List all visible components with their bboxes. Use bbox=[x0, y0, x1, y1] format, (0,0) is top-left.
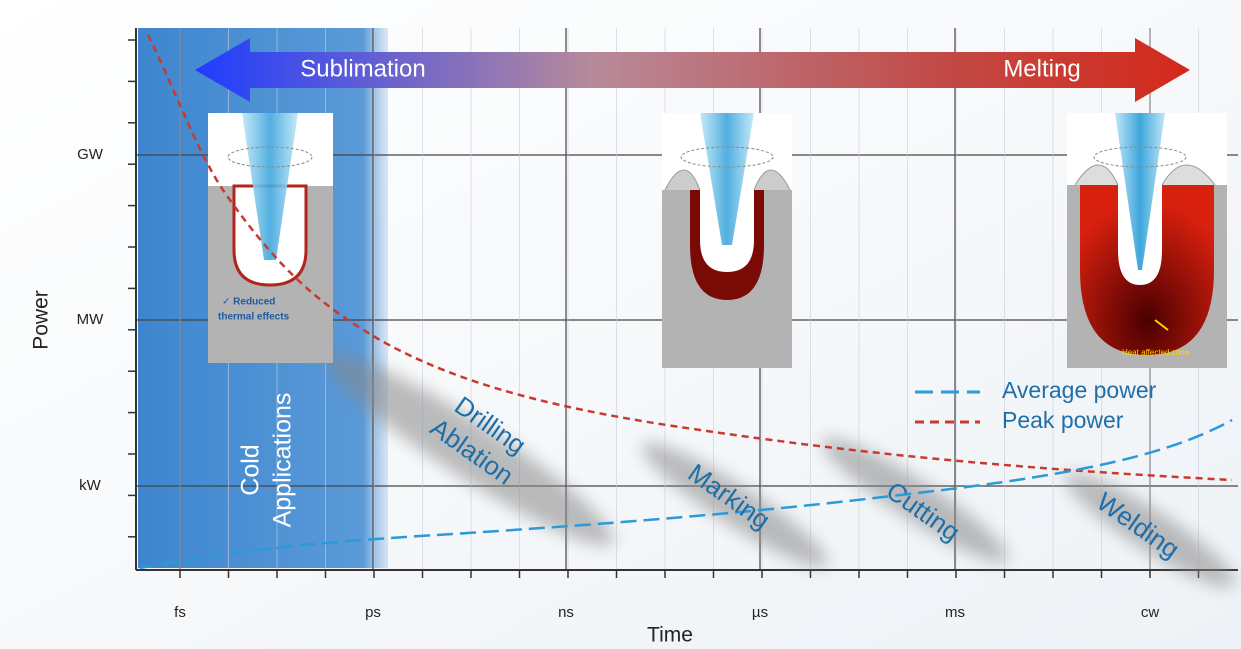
x-tick-label: µs bbox=[752, 604, 768, 621]
y-tick-label: kW bbox=[79, 477, 102, 494]
y-tick-label: GW bbox=[77, 146, 104, 163]
page: Sublimation Melting ✓ Reduced thermal ef… bbox=[0, 0, 1241, 649]
legend-label: Average power bbox=[1002, 377, 1157, 403]
inset-note: thermal effects bbox=[218, 312, 290, 323]
y-axis-label: Power bbox=[30, 290, 53, 350]
band-label-line: Applications bbox=[269, 393, 297, 528]
band-label-line: Cold bbox=[237, 444, 265, 495]
inset-femto: ✓ Reduced thermal effects bbox=[208, 113, 333, 363]
x-tick-label: ms bbox=[945, 604, 965, 621]
x-tick-label: ns bbox=[558, 604, 574, 621]
arrow-right-label: Melting bbox=[1003, 55, 1080, 82]
y-tick-label: MW bbox=[77, 311, 104, 328]
x-tick-label: cw bbox=[1141, 604, 1160, 621]
arrow-left-label: Sublimation bbox=[300, 55, 425, 82]
legend-label: Peak power bbox=[1002, 407, 1124, 433]
inset-note: Heat affected zone bbox=[1122, 348, 1190, 357]
diagram: Sublimation Melting ✓ Reduced thermal ef… bbox=[0, 0, 1241, 649]
x-tick-label: ps bbox=[365, 604, 381, 621]
x-axis-label: Time bbox=[647, 624, 693, 647]
inset-nano bbox=[662, 113, 792, 368]
inset-cw: Heat affected zone bbox=[1067, 113, 1227, 368]
inset-note: ✓ Reduced bbox=[222, 297, 275, 308]
x-tick-label: fs bbox=[174, 604, 186, 621]
